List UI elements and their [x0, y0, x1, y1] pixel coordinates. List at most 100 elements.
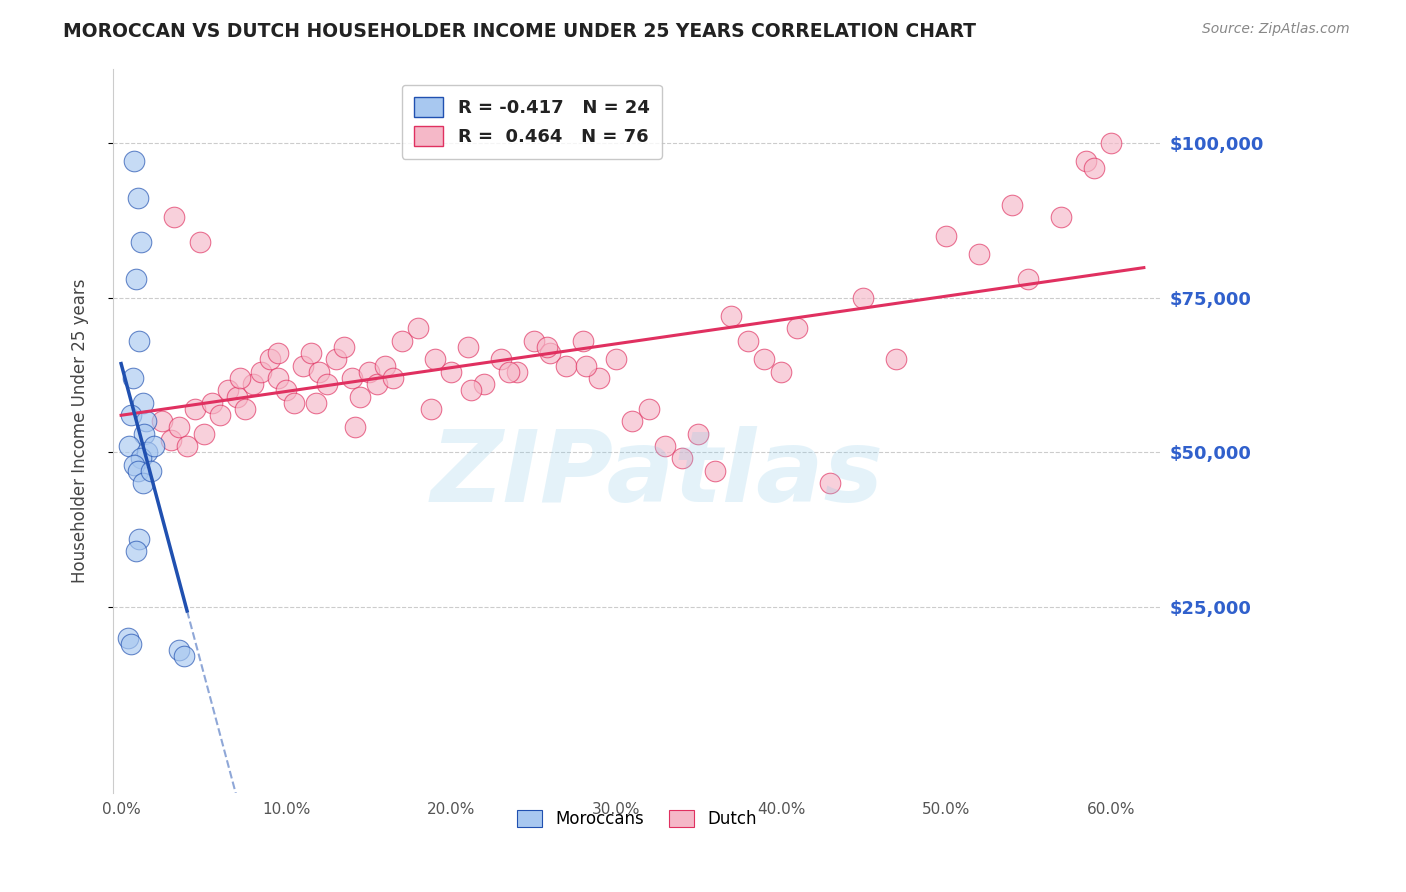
Point — [134, 426, 156, 441]
Point — [128, 532, 150, 546]
Point — [121, 371, 143, 385]
Point — [472, 377, 495, 392]
Point — [654, 439, 676, 453]
Point — [1083, 161, 1105, 175]
Point — [420, 401, 443, 416]
Point — [305, 395, 328, 409]
Point — [754, 352, 776, 367]
Point — [135, 414, 157, 428]
Point — [131, 395, 153, 409]
Point — [357, 365, 380, 379]
Point — [120, 637, 142, 651]
Point — [250, 365, 273, 379]
Point — [193, 426, 215, 441]
Point — [128, 334, 150, 348]
Point — [131, 476, 153, 491]
Point — [139, 464, 162, 478]
Point — [638, 401, 661, 416]
Point — [117, 631, 139, 645]
Point — [274, 384, 297, 398]
Point — [344, 420, 367, 434]
Point — [1099, 136, 1122, 150]
Point — [127, 192, 149, 206]
Point — [967, 247, 990, 261]
Point — [605, 352, 627, 367]
Point — [440, 365, 463, 379]
Point — [120, 408, 142, 422]
Point — [886, 352, 908, 367]
Point — [167, 643, 190, 657]
Point — [1001, 197, 1024, 211]
Point — [588, 371, 610, 385]
Point — [225, 390, 247, 404]
Point — [299, 346, 322, 360]
Point — [374, 359, 396, 373]
Point — [935, 228, 957, 243]
Point — [167, 420, 190, 434]
Point — [536, 340, 558, 354]
Point — [124, 154, 146, 169]
Point — [333, 340, 356, 354]
Point — [621, 414, 644, 428]
Point — [308, 365, 330, 379]
Point — [575, 359, 598, 373]
Point — [283, 395, 305, 409]
Text: ZIPatlas: ZIPatlas — [432, 425, 884, 523]
Point — [163, 210, 186, 224]
Point — [1050, 210, 1073, 224]
Point — [129, 235, 152, 249]
Point — [852, 291, 875, 305]
Point — [184, 401, 207, 416]
Point — [143, 439, 166, 453]
Point — [125, 544, 148, 558]
Point — [188, 235, 211, 249]
Point — [498, 365, 520, 379]
Point — [460, 384, 482, 398]
Text: Source: ZipAtlas.com: Source: ZipAtlas.com — [1202, 22, 1350, 37]
Point — [150, 414, 173, 428]
Point — [124, 458, 146, 472]
Point — [340, 371, 363, 385]
Point — [720, 309, 742, 323]
Point — [671, 451, 693, 466]
Point — [1074, 154, 1097, 169]
Point — [786, 321, 808, 335]
Point — [366, 377, 388, 392]
Point — [291, 359, 314, 373]
Point — [217, 384, 239, 398]
Point — [506, 365, 529, 379]
Point — [423, 352, 446, 367]
Point — [704, 464, 727, 478]
Point — [406, 321, 429, 335]
Point — [118, 439, 141, 453]
Point — [457, 340, 479, 354]
Point — [555, 359, 578, 373]
Point — [159, 433, 181, 447]
Point — [242, 377, 264, 392]
Point — [136, 445, 159, 459]
Point — [820, 476, 842, 491]
Point — [769, 365, 792, 379]
Point — [538, 346, 561, 360]
Point — [688, 426, 710, 441]
Legend: Moroccans, Dutch: Moroccans, Dutch — [510, 804, 763, 835]
Point — [572, 334, 595, 348]
Point — [1017, 272, 1039, 286]
Point — [209, 408, 232, 422]
Point — [522, 334, 544, 348]
Point — [201, 395, 224, 409]
Point — [127, 464, 149, 478]
Point — [325, 352, 347, 367]
Point — [737, 334, 759, 348]
Point — [316, 377, 339, 392]
Point — [129, 451, 152, 466]
Point — [267, 371, 290, 385]
Point — [173, 649, 195, 664]
Point — [259, 352, 281, 367]
Point — [125, 272, 148, 286]
Point — [229, 371, 252, 385]
Text: MOROCCAN VS DUTCH HOUSEHOLDER INCOME UNDER 25 YEARS CORRELATION CHART: MOROCCAN VS DUTCH HOUSEHOLDER INCOME UND… — [63, 22, 976, 41]
Point — [489, 352, 512, 367]
Point — [233, 401, 256, 416]
Point — [176, 439, 198, 453]
